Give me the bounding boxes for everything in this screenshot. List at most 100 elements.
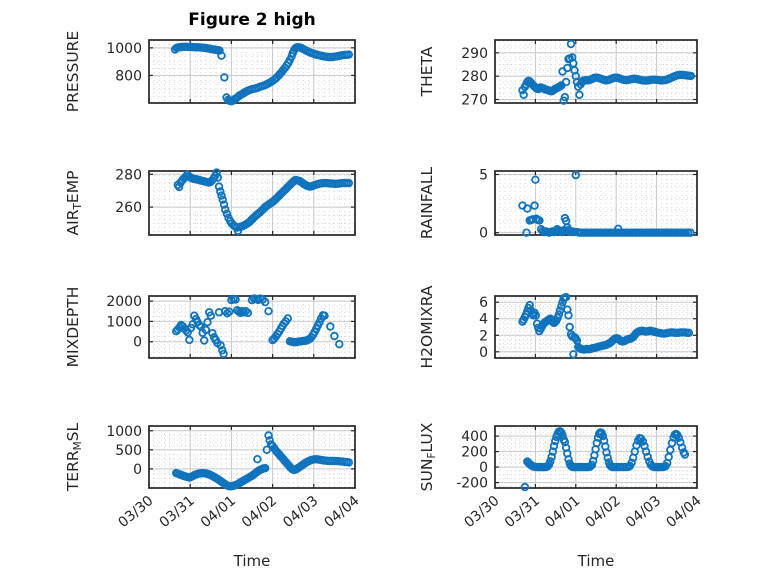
y-axis-label-air_temp: AIRTEMP: [64, 171, 84, 236]
data-point: [561, 293, 571, 302]
axes-frame: [494, 39, 698, 104]
data-point: [203, 318, 212, 327]
data-point: [666, 445, 675, 455]
data-point: [638, 437, 648, 446]
data-point: [531, 175, 540, 184]
y-tick-label: 270: [461, 93, 488, 109]
data-point: [206, 311, 215, 320]
y-axis-label-subscript: T: [72, 202, 84, 210]
scatter-series-rainfall: [518, 170, 695, 237]
axes-frame: [148, 39, 356, 104]
x-tick-label: 03/30: [461, 493, 502, 531]
y-axis-label-text: EMP: [64, 171, 82, 204]
data-point: [264, 307, 273, 316]
subplot-theta: 270 280 290 THETA: [418, 39, 698, 109]
y-tick-label: 6: [479, 295, 488, 311]
y-tick-label: 2: [479, 328, 488, 344]
y-axis-label-text: RAINFALL: [418, 166, 436, 239]
y-axis-label-sun_flux: SUNFLUX: [418, 422, 438, 491]
x-tick-label: 04/04: [663, 493, 704, 531]
data-point: [686, 228, 695, 237]
scatter-series-mixdepth: [171, 294, 344, 359]
data-point: [261, 297, 270, 307]
x-tick-label: 04/03: [623, 493, 664, 531]
y-tick-label: 1000: [106, 314, 142, 330]
y-axis-label-text: MIXDEPTH: [64, 287, 82, 368]
data-point: [320, 311, 329, 320]
y-tick-label: 400: [461, 429, 488, 445]
data-point: [571, 170, 580, 180]
x-axis-label-left: Time: [233, 552, 271, 570]
y-tick-label: -200: [456, 476, 488, 492]
data-point: [213, 173, 222, 182]
y-axis-label-theta: THETA: [418, 46, 436, 97]
x-tick-label: 04/02: [583, 493, 624, 531]
data-point: [218, 195, 227, 204]
y-axis-label-text: THETA: [418, 46, 436, 97]
data-point: [185, 335, 194, 345]
figure-title: Figure 2 high: [188, 10, 316, 30]
data-point: [195, 320, 204, 330]
axes-frame: [494, 425, 698, 489]
data-point: [564, 311, 573, 320]
data-point: [535, 216, 544, 225]
data-point: [627, 458, 636, 467]
y-axis-label-terr_msl: TERRMSL: [64, 422, 84, 492]
x-tick-label: 03/31: [157, 493, 198, 531]
x-tick-label: 04/01: [542, 493, 583, 531]
data-point: [587, 460, 597, 469]
subplot-pressure: 800 1000 PRESSURE: [64, 31, 356, 112]
data-point: [551, 436, 560, 446]
y-tick-label: 1000: [106, 41, 142, 57]
scatter-series-theta: [518, 39, 696, 105]
data-point: [214, 182, 224, 191]
data-point: [326, 322, 335, 331]
scatter-series-air_temp: [173, 168, 353, 236]
data-point: [554, 310, 563, 319]
data-point: [225, 307, 234, 316]
y-axis-label-subscript: F: [426, 453, 438, 459]
data-point: [557, 302, 566, 311]
axes-frame: [148, 170, 356, 236]
data-point: [563, 63, 572, 73]
x-tick-label: 03/31: [502, 493, 543, 531]
scatter-series-sun_flux: [520, 427, 690, 492]
y-axis-label-text: AIR: [64, 209, 82, 235]
data-point: [222, 209, 232, 218]
x-tick-label: 04/04: [321, 493, 362, 531]
data-point: [598, 431, 608, 441]
y-tick-label: 200: [461, 445, 488, 461]
data-point: [283, 314, 292, 323]
data-point: [522, 228, 531, 237]
data-point: [546, 457, 555, 466]
y-tick-label: 280: [461, 69, 488, 85]
data-point: [335, 340, 344, 349]
axes-frame: [494, 295, 698, 359]
data-point: [677, 443, 687, 452]
data-point: [560, 92, 570, 102]
y-tick-label: 2000: [106, 294, 142, 310]
subplot-air_temp: 260 280 AIRTEMP: [64, 167, 356, 236]
x-tick-label: 04/03: [280, 493, 321, 531]
y-axis-label-text: SUN: [418, 459, 436, 492]
data-point: [686, 71, 696, 81]
data-point: [344, 458, 353, 467]
subplot-rainfall: 0 5 RAINFALL: [418, 166, 698, 242]
data-point: [216, 187, 225, 196]
y-tick-label: 260: [115, 200, 142, 216]
y-tick-label: 800: [115, 68, 142, 84]
x-tick-label: 04/01: [198, 493, 239, 531]
x-tick-label: 03/30: [115, 493, 156, 531]
y-axis-label-h2omixra: H2OMIXRA: [418, 285, 436, 368]
data-point: [344, 178, 353, 188]
y-tick-label: 1000: [106, 424, 142, 440]
data-point: [632, 441, 641, 450]
data-point: [525, 300, 534, 310]
data-point: [561, 77, 571, 87]
data-point: [219, 349, 228, 359]
data-point: [680, 450, 690, 459]
scatter-series-h2omixra: [518, 293, 694, 359]
data-point: [575, 90, 584, 99]
